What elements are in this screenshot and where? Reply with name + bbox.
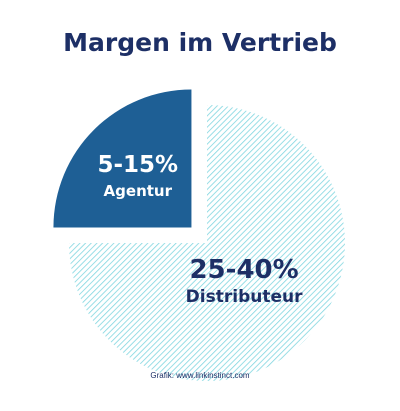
- slice-name-label-agentur: Agentur: [104, 182, 173, 200]
- slice-value-label-distributeur: 25-40%: [189, 255, 298, 285]
- pie-slice-distributeur: [69, 105, 345, 381]
- chart-credit: Grafik: www.linkinstinct.com: [150, 371, 250, 380]
- chart-title: Margen im Vertrieb: [63, 28, 337, 57]
- pie-slice-agentur: [53, 89, 192, 228]
- slice-name-label-distributeur: Distributeur: [186, 287, 303, 307]
- slice-value-label-agentur: 5-15%: [97, 152, 178, 178]
